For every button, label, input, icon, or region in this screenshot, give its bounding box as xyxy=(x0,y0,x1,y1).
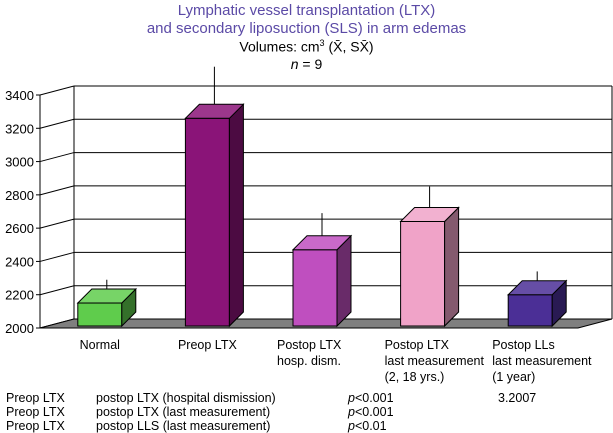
footnote-1-comparison: postop LTX (hospital dismission) xyxy=(96,391,276,405)
y-tick-label: 2000 xyxy=(5,321,34,336)
x-tick-label-line: hosp. dism. xyxy=(277,354,341,368)
gridline-side xyxy=(39,185,75,196)
bar-front xyxy=(400,220,446,327)
x-tick-label-line: last measurement xyxy=(492,354,592,368)
footnote-3-comparison: postop LLS (last measurement) xyxy=(96,419,271,433)
x-tick-label: Postop LLs last measurement (1 year) xyxy=(492,337,613,385)
pvalue-var: p xyxy=(348,405,355,419)
footnote-2-comparison: postop LTX (last measurement) xyxy=(96,405,271,419)
footnote-2-pvalue: p<0.001 xyxy=(348,405,394,419)
bar-top xyxy=(184,103,245,119)
gridline-side xyxy=(39,251,75,262)
footnote-1-left: Preop LTX xyxy=(6,391,65,405)
y-tick-label: 2800 xyxy=(5,188,34,203)
x-tick-label: Preop LTX xyxy=(147,337,267,353)
gridline-side xyxy=(39,152,75,163)
bar-side xyxy=(444,206,460,328)
footnote-1-note: 3.2007 xyxy=(498,391,537,405)
subtitle-prefix: Volumes: cm xyxy=(239,38,320,55)
bar-side xyxy=(336,234,352,328)
bar-front xyxy=(292,249,338,327)
x-tick-label-line: (2, 18 yrs.) xyxy=(384,370,445,384)
bars xyxy=(76,66,568,328)
x-tick-label-line: Postop LTX xyxy=(384,338,449,352)
subtitle-stats: (X̄, SX̄) xyxy=(328,38,374,55)
sample-size-label: n = 9 xyxy=(0,56,613,72)
bar-front xyxy=(507,294,553,327)
x-tick-label-line: (1 year) xyxy=(492,370,536,384)
x-tick-label: Normal xyxy=(40,337,160,353)
y-tick-labels: 2000 2200 2400 2600 2800 3000 3200 3400 xyxy=(5,88,34,336)
bar-top xyxy=(76,288,138,304)
footnote-3-left: Preop LTX xyxy=(6,419,65,433)
x-tick-label: Postop LTX hosp. dism. xyxy=(277,337,402,369)
gridline-side xyxy=(39,118,75,129)
subtitle-superscript: 3 xyxy=(319,38,325,48)
chart-title-line2: and secondary liposuction (SLS) in arm e… xyxy=(146,20,467,37)
gridline-side xyxy=(39,218,75,229)
bar-front xyxy=(184,117,230,327)
gridline-side xyxy=(39,85,75,96)
footnote-2-left: Preop LTX xyxy=(6,405,65,419)
footnote-1-pvalue: p<0.001 xyxy=(348,391,394,405)
bar-front xyxy=(77,302,123,327)
x-tick-label: Postop LTX last measurement (2, 18 yrs.) xyxy=(385,337,510,385)
y-tick-label: 3000 xyxy=(5,155,34,170)
gridline-side xyxy=(39,285,75,296)
bar-top xyxy=(399,206,460,222)
x-tick-label-line: Normal xyxy=(79,338,120,352)
bar-side xyxy=(228,103,244,328)
chart-title-line1: Lymphatic vessel transplantation (LTX) xyxy=(177,2,436,19)
pvalue-rest: <0.001 xyxy=(354,391,394,405)
pvalue-var: p xyxy=(348,391,355,405)
chart-subtitle: Volumes: cm3 (X̄, SX̄) xyxy=(0,38,613,55)
y-tick-label: 2200 xyxy=(5,288,34,303)
sample-size-value: = 9 xyxy=(298,56,323,72)
bar-top xyxy=(291,235,353,251)
y-tick-label: 2400 xyxy=(5,254,34,269)
pvalue-rest: <0.01 xyxy=(354,419,387,433)
bar-top xyxy=(506,280,568,296)
x-tick-label-line: Postop LLs xyxy=(492,338,555,352)
sample-size-var: n xyxy=(290,56,299,72)
x-tick-label-line: Postop LTX xyxy=(277,338,342,352)
y-tick-label: 3400 xyxy=(5,88,34,103)
y-tick-label: 3200 xyxy=(5,121,34,136)
y-tick-label: 2600 xyxy=(5,221,34,236)
x-tick-label-line: last measurement xyxy=(384,354,484,368)
footnote-3-pvalue: p<0.01 xyxy=(348,419,387,433)
x-tick-label-line: Preop LTX xyxy=(177,338,237,352)
pvalue-var: p xyxy=(348,419,355,433)
pvalue-rest: <0.001 xyxy=(354,405,394,419)
